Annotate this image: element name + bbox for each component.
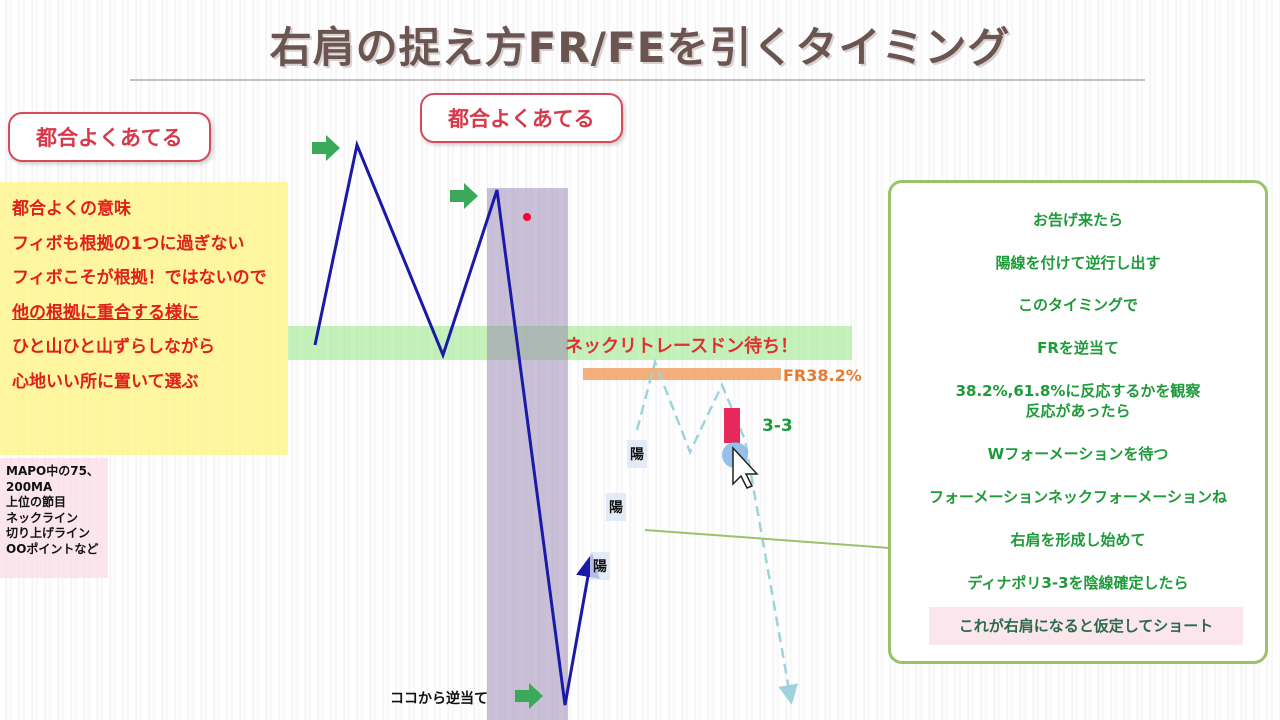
meaning-box: 都合よくの意味 フィボも根拠の1つに過ぎない フィボこそが根拠！ではないので 他… — [0, 182, 288, 455]
meaning-line: 他の根拠に重合する様に — [12, 302, 199, 323]
panel-line: 右肩を形成し始めて — [1010, 531, 1146, 549]
basis-item: OOポイントなど — [6, 541, 99, 556]
panel-line: フォーメーションネックフォーメーションね — [929, 488, 1227, 506]
meaning-line: 都合よくの意味 — [12, 199, 131, 219]
neckline-zone — [288, 326, 852, 360]
title-divider — [130, 79, 1145, 81]
cursor-icon — [732, 446, 759, 489]
slide-title: 右肩の捉え方FR/FEを引くタイミング — [269, 23, 1011, 72]
price-line — [313, 139, 600, 706]
callout-center: 都合よくあてる — [420, 93, 623, 143]
meaning-line: 心地いい所に置いて選ぶ — [12, 371, 199, 392]
dinapoli-label: 3-3 — [762, 416, 793, 436]
basis-item: MAPO中の75、 — [6, 464, 99, 478]
bullish-label: 陽 — [627, 440, 647, 468]
meaning-line: フィボこそが根拠！ではないので — [12, 268, 267, 288]
callout-left: 都合よくあてる — [8, 112, 211, 162]
green-arrows — [312, 135, 543, 709]
bearish-candle-icon — [724, 408, 740, 443]
fr-level-bar — [583, 368, 781, 380]
panel-line: 38.2%,61.8%に反応するかを観察 — [955, 382, 1201, 400]
arrow-icon — [515, 683, 543, 709]
meaning-line: フィボも根拠の1つに過ぎない — [12, 233, 245, 254]
panel-line: このタイミングで — [1017, 296, 1138, 314]
laser-pointer — [523, 213, 531, 221]
neckline-label: ネックリトレースドン待ち！ — [565, 336, 799, 357]
bullish-label: 陽 — [606, 493, 626, 521]
arrow-icon — [312, 135, 340, 161]
projected-path — [635, 357, 799, 705]
panel-line: ディナポリ3-3を陰線確定したら — [967, 574, 1189, 592]
basis-item: 切り上げライン — [6, 526, 91, 540]
panel-line: お告げ来たら — [1032, 211, 1123, 229]
bullish-label: 陽 — [590, 552, 610, 580]
meaning-line: ひと山ひと山ずらしながら — [12, 337, 215, 357]
fr-label: FR38.2% — [783, 366, 862, 385]
explanation-panel: お告げ来たら 陽線を付けて逆行し出す このタイミングで FRを逆当て 38.2%… — [888, 180, 1268, 664]
panel-line: Wフォーメーションを待つ — [987, 445, 1169, 463]
panel-conclusion: これが右肩になると仮定してショート — [929, 607, 1243, 645]
basis-item: 上位の節目 — [6, 495, 67, 509]
panel-line: 陽線を付けて逆行し出す — [995, 254, 1161, 272]
basis-item: ネックライン — [6, 510, 79, 525]
arrow-icon — [450, 183, 478, 209]
panel-line: 反応があったら — [1025, 402, 1131, 420]
basis-item: 200MA — [6, 479, 53, 494]
entry-label: ココから逆当て — [390, 691, 488, 707]
panel-pointer — [644, 529, 891, 549]
panel-line: FRを逆当て — [1037, 339, 1119, 357]
basis-list: MAPO中の75、 200MA 上位の節目 ネックライン 切り上げライン OOポ… — [0, 458, 108, 578]
